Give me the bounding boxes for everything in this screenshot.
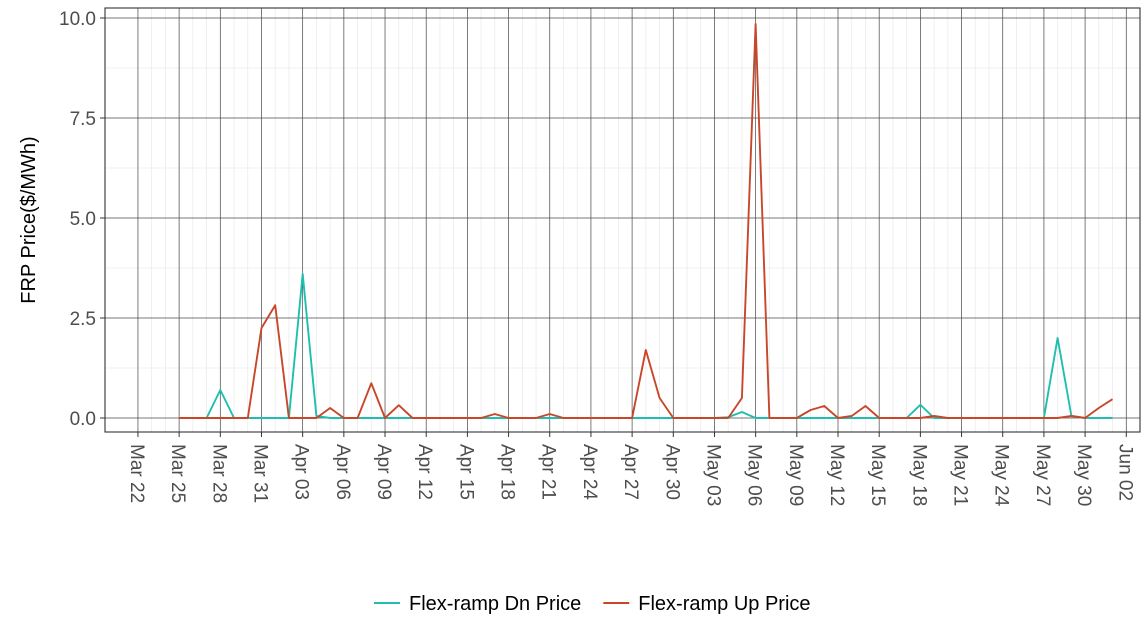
series-line-flex-ramp-up [179,23,1114,419]
x-tick-label: Apr 27 [620,444,641,500]
x-tick-label: May 21 [950,444,971,506]
y-tick-label: 5.0 [70,209,96,230]
x-tick-label: May 27 [1032,444,1053,506]
y-tick-label: 7.5 [70,109,96,130]
plot-panel-border [104,7,1141,433]
y-axis: 0.0 2.5 5.0 7.5 10.0 [59,9,105,430]
y-tick-label: 2.5 [70,309,96,330]
x-tick-label: May 18 [908,444,929,506]
x-tick-label: May 24 [991,444,1012,507]
x-tick-label: Mar 31 [249,444,270,503]
x-tick-label: Mar 28 [208,444,229,503]
x-tick-label: Mar 25 [167,444,188,503]
x-tick-label: May 03 [702,444,723,506]
x-tick-label: Apr 30 [661,444,682,500]
x-tick-label: May 09 [785,444,806,506]
legend-label-flex-ramp-up: Flex-ramp Up Price [638,593,810,615]
x-tick-label: May 06 [744,444,765,506]
x-tick-label: Apr 12 [414,444,435,500]
y-tick-label: 0.0 [70,409,96,430]
legend-label-flex-ramp-dn: Flex-ramp Dn Price [409,593,581,615]
x-tick-label: Apr 06 [332,444,353,500]
x-tick-label: Apr 09 [373,444,394,500]
x-axis: Mar 22 Mar 25 Mar 28 Mar 31 Apr 03 Apr 06 Apr … [126,432,1135,507]
y-tick-label: 10.0 [59,9,96,30]
x-tick-label: Apr 21 [538,444,559,500]
x-tick-label: Apr 15 [455,444,476,500]
x-tick-label: Mar 22 [126,444,147,503]
series-lines [179,23,1114,419]
x-tick-label: May 30 [1073,444,1094,506]
legend: Flex-ramp Dn Price Flex-ramp Up Price [374,593,811,615]
x-tick-label: May 12 [826,444,847,506]
x-tick-label: Apr 18 [497,444,518,500]
x-tick-label: May 15 [867,444,888,506]
x-tick-label: Apr 03 [291,444,312,500]
y-axis-title: FRP Price($/MWh) [18,136,40,303]
minor-gridlines [105,8,1140,432]
x-tick-label: Jun 02 [1114,444,1135,501]
x-tick-label: Apr 24 [579,444,600,500]
